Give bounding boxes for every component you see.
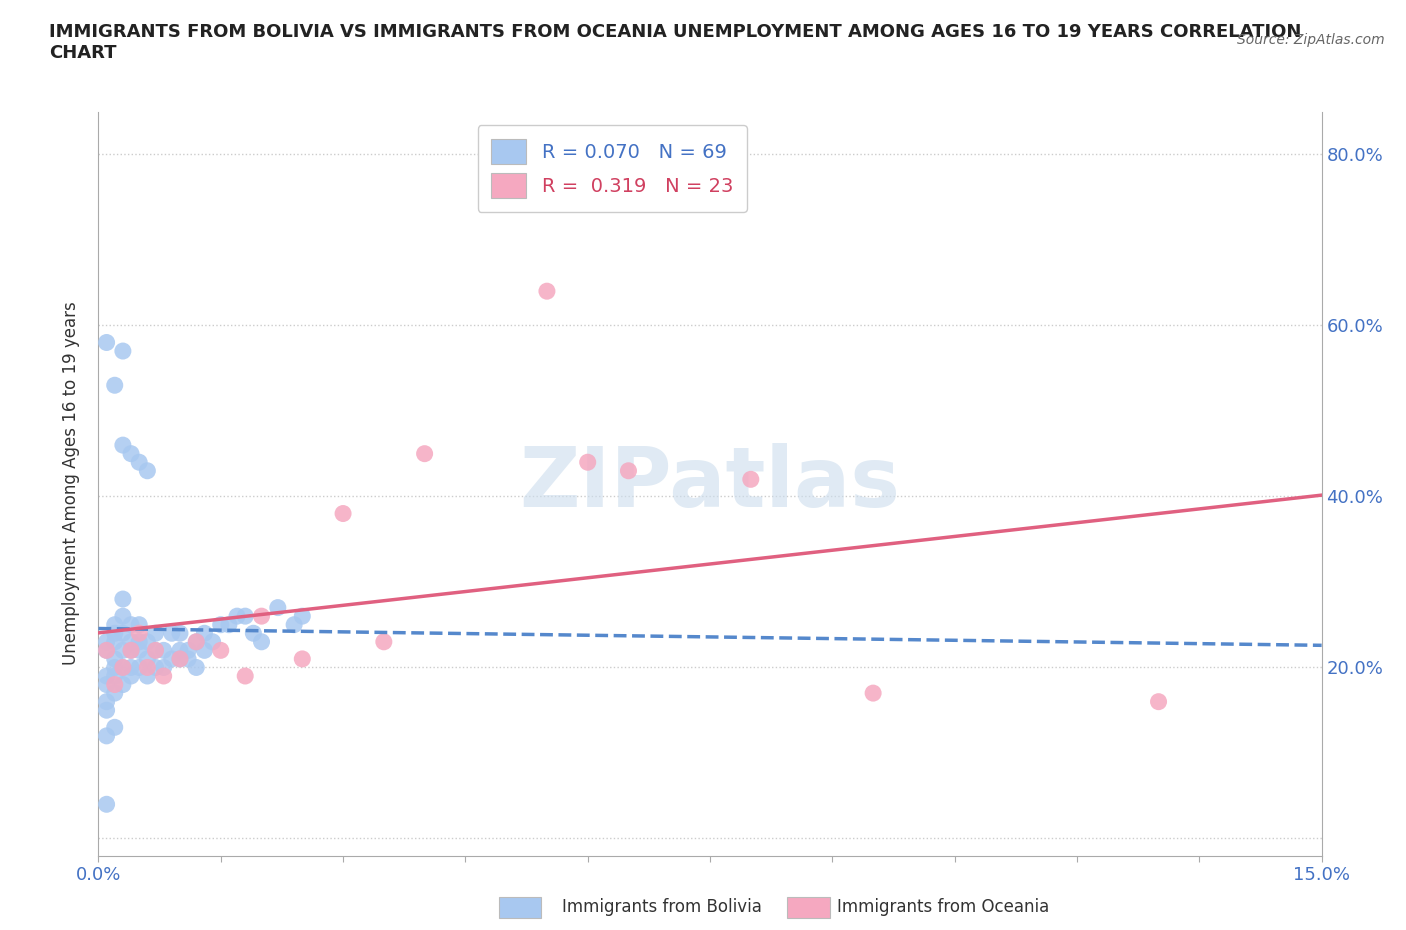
Point (413, 446, 436, 461)
Point (120, 660, 142, 675)
Point (152, 669, 174, 684)
Point (332, 506, 354, 521)
Point (120, 669, 142, 684)
Point (111, 626, 134, 641)
Point (136, 660, 159, 675)
Point (128, 634, 150, 649)
Point (152, 643, 174, 658)
Point (177, 643, 200, 658)
Text: Immigrants from Oceania: Immigrants from Oceania (837, 897, 1049, 916)
Text: Source: ZipAtlas.com: Source: ZipAtlas.com (1237, 33, 1385, 46)
Point (145, 643, 167, 658)
Point (145, 626, 167, 641)
Point (96, 797, 118, 812)
Point (576, 455, 599, 470)
Point (160, 652, 183, 667)
Point (152, 660, 174, 675)
Point (111, 677, 134, 692)
Point (169, 626, 191, 641)
Point (536, 284, 558, 299)
Point (96, 634, 118, 649)
Point (233, 609, 256, 624)
Point (96, 643, 118, 658)
Point (111, 438, 134, 453)
Point (136, 463, 159, 478)
Point (96, 694, 118, 709)
Point (193, 626, 215, 641)
Point (160, 626, 183, 641)
Point (104, 618, 127, 632)
Point (111, 343, 134, 358)
Point (111, 660, 134, 675)
Point (120, 634, 142, 649)
Point (104, 669, 127, 684)
Point (862, 685, 884, 700)
Point (242, 626, 264, 641)
Point (373, 634, 395, 649)
Point (218, 618, 240, 632)
Point (1147, 694, 1170, 709)
Point (111, 591, 134, 606)
Point (104, 634, 127, 649)
Point (169, 652, 191, 667)
Point (145, 643, 167, 658)
Point (136, 634, 159, 649)
Point (104, 660, 127, 675)
Point (186, 634, 208, 649)
Point (186, 634, 208, 649)
Point (96, 703, 118, 718)
Point (740, 472, 762, 486)
Point (267, 600, 290, 615)
Point (169, 652, 191, 667)
Point (193, 643, 215, 658)
Point (96, 335, 118, 350)
Point (291, 652, 314, 667)
Point (96, 677, 118, 692)
Point (111, 643, 134, 658)
Point (111, 609, 134, 624)
Text: Immigrants from Bolivia: Immigrants from Bolivia (562, 897, 762, 916)
Point (128, 660, 150, 675)
Point (233, 669, 256, 684)
Point (177, 652, 200, 667)
Point (120, 618, 142, 632)
Y-axis label: Unemployment Among Ages 16 to 19 years: Unemployment Among Ages 16 to 19 years (62, 301, 80, 666)
Point (128, 626, 150, 641)
Point (209, 643, 232, 658)
Legend: R = 0.070   N = 69, R =  0.319   N = 23: R = 0.070 N = 69, R = 0.319 N = 23 (478, 125, 747, 212)
Point (128, 455, 150, 470)
Point (250, 634, 273, 649)
Point (136, 669, 159, 684)
Point (128, 643, 150, 658)
Point (96, 643, 118, 658)
Point (201, 634, 224, 649)
Point (104, 378, 127, 392)
Point (209, 618, 232, 632)
Point (96, 728, 118, 743)
Point (104, 677, 127, 692)
Point (128, 618, 150, 632)
Text: ZIPatlas: ZIPatlas (520, 443, 900, 525)
Point (120, 643, 142, 658)
Point (104, 626, 127, 641)
Text: IMMIGRANTS FROM BOLIVIA VS IMMIGRANTS FROM OCEANIA UNEMPLOYMENT AMONG AGES 16 TO: IMMIGRANTS FROM BOLIVIA VS IMMIGRANTS FR… (49, 23, 1302, 62)
Point (104, 720, 127, 735)
Point (145, 660, 167, 675)
Point (104, 652, 127, 667)
Point (96, 669, 118, 684)
Point (291, 609, 314, 624)
Point (111, 660, 134, 675)
Point (104, 685, 127, 700)
Point (120, 643, 142, 658)
Point (250, 609, 273, 624)
Point (617, 463, 640, 478)
Point (226, 609, 249, 624)
Point (120, 446, 142, 461)
Point (136, 652, 159, 667)
Point (283, 618, 305, 632)
Point (186, 660, 208, 675)
Point (169, 643, 191, 658)
